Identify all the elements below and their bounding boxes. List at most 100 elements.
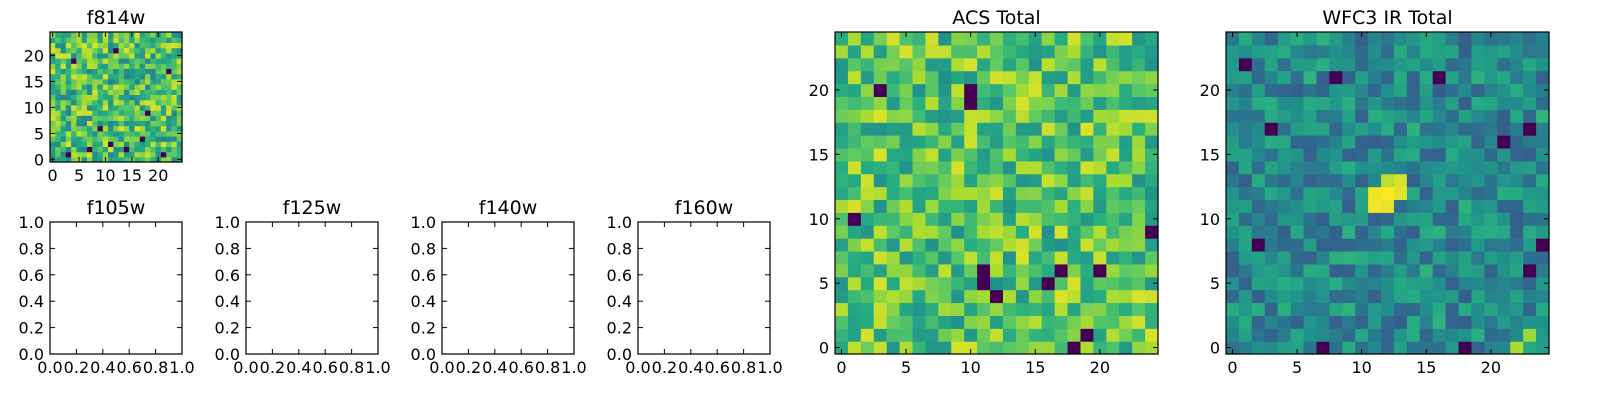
heatmap-cell [1484,225,1498,239]
heatmap-cells [835,32,1159,355]
heatmap-cell [886,263,901,278]
heatmap-cell [118,151,125,158]
heatmap-cell [123,78,130,85]
y-tick-label: 1.0 [19,213,44,232]
heatmap-cell [160,58,167,64]
heatmap-cell [139,146,146,153]
x-tick-label: 15 [1416,358,1436,377]
heatmap-cell [977,44,991,59]
heatmap-cell [977,96,991,110]
heatmap-cell [118,146,125,153]
heatmap-cell [1041,32,1056,46]
heatmap-cell [129,104,136,111]
heatmap-cell [835,186,849,201]
heatmap-cell [1406,96,1421,110]
heatmap-cell [102,104,109,111]
heatmap-cell [1002,122,1017,136]
heatmap-cell [925,315,939,329]
heatmap-cell [65,94,72,101]
heatmap-cell [1002,289,1017,304]
heatmap-cell [1406,238,1421,252]
heatmap-cell [1264,250,1279,265]
heatmap-cell [86,68,93,75]
heatmap-cell [835,57,849,72]
heatmap-cell [886,96,901,110]
heatmap-cell [1080,135,1094,149]
heatmap-cell [92,37,99,43]
heatmap-cell [1381,212,1395,226]
heatmap-cell [1080,122,1094,136]
heatmap-cell [1471,302,1485,316]
heatmap-cell [1028,32,1043,46]
heatmap-cell [1381,186,1395,201]
x-tick-label: 0.4 [90,358,115,377]
heatmap-cell [166,125,173,132]
heatmap-cell [55,115,62,121]
heatmap-cell [1080,315,1094,329]
heatmap-cell [108,42,114,49]
heatmap-cell [1523,44,1537,59]
heatmap-cell [166,156,173,163]
heatmap-cell [1458,32,1473,46]
heatmap-cell [951,70,965,85]
heatmap-cell [1497,276,1511,291]
heatmap-cell [1458,341,1473,355]
heatmap-cell [150,84,157,90]
heatmap-cell [97,58,104,64]
heatmap-cell [1342,341,1356,355]
heatmap-cell [97,89,104,95]
heatmap-cell [60,115,67,121]
heatmap-cell [938,122,952,136]
heatmap-cell [847,341,862,355]
heatmap-cell [835,96,849,110]
heatmap-cell [1226,83,1240,97]
heatmap-cell [925,225,939,239]
heatmap-cell [847,122,862,136]
heatmap-cell [1510,83,1524,97]
heatmap-cell [81,32,88,38]
heatmap-cell [1303,44,1318,59]
heatmap-cell [1264,135,1279,149]
heatmap-cell [134,146,141,153]
heatmap-cell [145,115,151,121]
heatmap-cell [102,110,109,116]
heatmap-cell [1119,289,1133,304]
heatmap-cell [92,42,99,49]
y-tick-label: 15 [24,72,44,91]
heatmap-cell [118,136,125,142]
heatmap-cell [55,52,62,59]
axes-frame [49,221,183,355]
heatmap-cell [50,120,56,127]
heatmap-cell [977,238,991,252]
heatmap-cell [1419,147,1434,162]
heatmap-cell [1303,135,1318,149]
heatmap-cell [1419,250,1434,265]
heatmap-cell [171,58,178,64]
heatmap-cell [1145,315,1159,329]
heatmap-cell [145,78,151,85]
heatmap-cell [118,32,125,38]
heatmap-cell [1067,173,1082,188]
heatmap-cell [1054,250,1069,265]
heatmap-cell [1432,122,1447,136]
heatmap-cell [1080,44,1094,59]
heatmap-cell [129,58,136,64]
heatmap-cell [1445,315,1460,329]
heatmap-cell [145,73,151,80]
heatmap-cell [1381,147,1395,162]
heatmap-cell [899,263,914,278]
heatmap-cell [912,147,927,162]
heatmap-cell [860,212,875,226]
heatmap-cell [873,212,888,226]
heatmap-cell [964,225,978,239]
heatmap-cell [977,83,991,97]
heatmap-cell [1497,135,1511,149]
heatmap-cell [155,68,162,75]
heatmap-cell [886,173,901,188]
heatmap-cell [134,156,141,163]
heatmap-cell [1028,83,1043,97]
heatmap-cell [1015,109,1030,123]
heatmap-cell [160,63,167,69]
x-tick-label: 1.0 [365,358,390,377]
heatmap-cell [65,99,72,106]
